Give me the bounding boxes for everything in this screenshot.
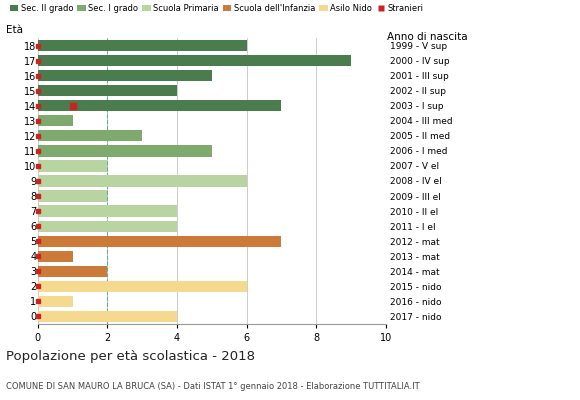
Bar (38, 145, 212, 156)
Text: COMUNE DI SAN MAURO LA BRUCA (SA) - Dati ISTAT 1° gennaio 2018 - Elaborazione TU: COMUNE DI SAN MAURO LA BRUCA (SA) - Dati… (6, 382, 419, 391)
Bar (38, 281, 246, 292)
Bar (38, 115, 72, 126)
Bar (38, 206, 177, 217)
Bar (38, 100, 281, 111)
Text: Popolazione per età scolastica - 2018: Popolazione per età scolastica - 2018 (6, 350, 255, 363)
Bar (38, 266, 107, 277)
Bar (38, 190, 107, 202)
Bar (38, 55, 351, 66)
Bar (38, 220, 177, 232)
Bar (38, 236, 281, 247)
Text: Età: Età (6, 25, 23, 35)
Bar (38, 85, 177, 96)
Bar (38, 160, 107, 172)
Bar (38, 296, 72, 307)
Text: Anno di nascita: Anno di nascita (387, 32, 468, 42)
Bar (38, 130, 142, 142)
Bar (38, 311, 177, 322)
Bar (38, 251, 72, 262)
Bar (38, 175, 246, 187)
Legend: Sec. II grado, Sec. I grado, Scuola Primaria, Scuola dell'Infanzia, Asilo Nido, : Sec. II grado, Sec. I grado, Scuola Prim… (10, 4, 423, 13)
Bar (38, 40, 246, 51)
Bar (38, 70, 212, 81)
